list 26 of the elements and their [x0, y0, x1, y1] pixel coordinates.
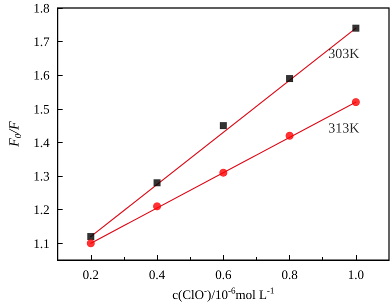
- point: [220, 122, 227, 130]
- x-tick-label: 0.6: [215, 267, 232, 282]
- y-tick-label: 1.5: [33, 101, 50, 116]
- y-tick-label: 1.3: [33, 168, 50, 184]
- y-tick-label: 1.1: [33, 236, 50, 251]
- y-tick-label: 1.7: [33, 34, 50, 50]
- point: [87, 233, 94, 240]
- point: [286, 75, 294, 82]
- y-tick-label: 1.8: [33, 0, 50, 16]
- y-axis-title: F0/F: [8, 120, 23, 148]
- point: [352, 98, 360, 106]
- point: [154, 179, 161, 186]
- x-tick-label: 1.0: [348, 267, 364, 282]
- point: [219, 168, 228, 177]
- x-tick-label: 0.4: [148, 267, 166, 282]
- x-tick-label: 0.2: [82, 267, 99, 282]
- point: [352, 24, 360, 32]
- y-tick-label: 1.2: [33, 202, 50, 218]
- series-label: 313K: [328, 122, 360, 137]
- x-tick-label: 0.8: [281, 267, 298, 282]
- series-label: 303K: [328, 47, 360, 62]
- point: [153, 202, 162, 210]
- point: [86, 239, 95, 248]
- y-tick-label: 1.6: [33, 68, 50, 83]
- point: [286, 132, 294, 140]
- y-tick-label: 1.4: [33, 134, 50, 150]
